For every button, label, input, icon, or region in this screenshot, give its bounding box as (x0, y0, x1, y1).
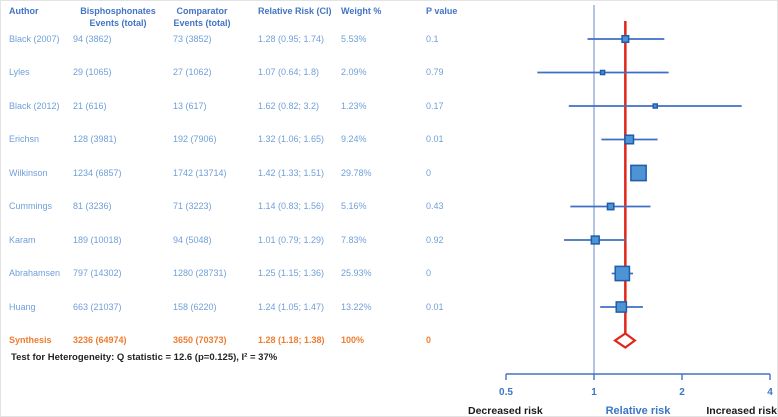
effect-size-marker (615, 301, 628, 313)
cell-author: Black (2012) (9, 100, 60, 111)
effect-size-marker (621, 34, 630, 44)
column-header-weight: Weight % (341, 6, 382, 16)
cell-p: 0.43 (426, 201, 444, 211)
effect-size-marker (606, 202, 615, 211)
cell-comp: 1280 (28731) (173, 268, 227, 278)
cell-bis: 29 (1065) (73, 67, 112, 77)
column-header-p: P value (426, 6, 458, 16)
cell-weight: 7.83% (341, 234, 367, 245)
axis-tick-label: 1 (591, 387, 597, 398)
cell-author: Abrahamsen (9, 268, 61, 278)
cell-comp: 73 (3852) (173, 33, 212, 44)
cell-p: 0.1 (426, 33, 439, 44)
cell-comp: 27 (1062) (173, 67, 212, 77)
cell-bis: 81 (3236) (73, 201, 112, 211)
cell-p: 0 (426, 268, 432, 278)
cell-author: Cummings (9, 201, 53, 211)
relative-risk-axis-label: Relative risk (606, 405, 672, 417)
cell-comp: 158 (6220) (173, 301, 217, 312)
axis-tick-label: 2 (679, 387, 685, 398)
cell-bis: 94 (3862) (73, 33, 112, 44)
effect-size-marker (652, 103, 658, 109)
cell-author: Lyles (9, 67, 30, 77)
table-row: Huang 663 (21037) 158 (6220) 1.24 (1.05; 1.… (1, 300, 471, 315)
effect-size-marker (599, 69, 606, 76)
column-header-bis: Bisphosphonates Events (total) (80, 6, 156, 28)
axis-tick-label: 4 (767, 387, 773, 398)
cell-rr: 1.32 (1.06; 1.65) (258, 134, 325, 144)
cell-rr: 1.07 (0.64; 1.8) (258, 67, 320, 77)
effect-size-marker (624, 134, 635, 145)
cell-p: 0.01 (426, 134, 444, 144)
cell-rr: 1.28 (1.18; 1.38) (258, 335, 325, 345)
cell-rr: 1.25 (1.15; 1.36) (258, 268, 325, 278)
cell-rr: 1.01 (0.79; 1.29) (258, 234, 325, 245)
cell-comp: 94 (5048) (173, 234, 212, 245)
cell-weight: 9.24% (341, 134, 367, 144)
cell-bis: 128 (3981) (73, 134, 117, 144)
cell-author: Erichsn (9, 134, 40, 144)
cell-comp: 13 (617) (173, 100, 207, 111)
synthesis-diamond (613, 332, 637, 349)
table-row: Abrahamsen 797 (14302) 1280 (28731) 1.25 (1… (1, 266, 471, 281)
heterogeneity-footnote: Test for Heterogeneity: Q statistic = 12… (11, 352, 278, 363)
effect-size-marker (590, 235, 600, 245)
cell-comp: 71 (3223) (173, 201, 212, 211)
table-row: Lyles 29 (1065) 27 (1062) 1.07 (0.64; 1.8) 2… (1, 65, 471, 80)
column-header-author: Author (9, 6, 39, 16)
cell-p: 0.01 (426, 301, 444, 312)
cell-author: Wilkinson (9, 167, 48, 178)
cell-bis: 663 (21037) (73, 301, 122, 312)
table-row: Erichsn 128 (3981) 192 (7906) 1.32 (1.06; 1… (1, 132, 471, 147)
cell-weight: 25.93% (341, 268, 372, 278)
cell-p: 0 (426, 335, 432, 345)
axis-tick-label: 0.5 (499, 387, 513, 398)
table-row: Karam 189 (10018) 94 (5048) 1.01 (0.79; 1.2… (1, 233, 471, 248)
cell-author: Huang (9, 301, 36, 312)
cell-bis: 1234 (6857) (73, 167, 122, 178)
cell-p: 0.92 (426, 234, 444, 245)
cell-bis: 21 (616) (73, 100, 107, 111)
cell-rr: 1.62 (0.82; 3.2) (258, 100, 320, 111)
cell-weight: 5.16% (341, 201, 367, 211)
cell-comp: 1742 (13714) (173, 167, 227, 178)
decreased-risk-label: Decreased risk (468, 405, 543, 417)
cell-p: 0.79 (426, 67, 444, 77)
cell-author: Karam (9, 234, 36, 245)
effect-size-marker (630, 164, 647, 182)
effect-size-marker (614, 265, 631, 282)
table-row: Black (2007) 94 (3862) 73 (3852) 1.28 (0.95… (1, 32, 471, 47)
cell-weight: 13.22% (341, 301, 372, 312)
study-table: Author Bisphosphonates Events (total) Compa… (1, 1, 471, 416)
cell-weight: 29.78% (341, 167, 372, 178)
cell-rr: 1.42 (1.33; 1.51) (258, 167, 325, 178)
cell-weight: 5.53% (341, 33, 367, 44)
cell-author: Black (2007) (9, 33, 60, 44)
cell-rr: 1.28 (0.95; 1.74) (258, 33, 325, 44)
cell-weight: 100% (341, 335, 365, 345)
table-row: Black (2012) 21 (616) 13 (617) 1.62 (0.82; … (1, 99, 471, 114)
cell-rr: 1.14 (0.83; 1.56) (258, 201, 325, 211)
cell-bis: 797 (14302) (73, 268, 122, 278)
cell-rr: 1.24 (1.05; 1.47) (258, 301, 325, 312)
cell-weight: 1.23% (341, 100, 367, 111)
cell-comp: 192 (7906) (173, 134, 217, 144)
cell-comp: 3650 (70373) (173, 335, 227, 345)
column-header-rr: Relative Risk (CI) (258, 6, 332, 16)
synthesis-row: Synthesis 3236 (64974) 3650 (70373) 1.28 (1… (1, 333, 471, 348)
table-row: Wilkinson 1234 (6857) 1742 (13714) 1.42 (1.… (1, 166, 471, 181)
cell-author: Synthesis (9, 335, 52, 345)
cell-p: 0 (426, 167, 432, 178)
cell-bis: 189 (10018) (73, 234, 122, 245)
increased-risk-label: Increased risk (706, 405, 777, 417)
cell-weight: 2.09% (341, 67, 367, 77)
cell-p: 0.17 (426, 100, 444, 111)
cell-bis: 3236 (64974) (73, 335, 127, 345)
table-row: Cummings 81 (3236) 71 (3223) 1.14 (0.83; 1.… (1, 199, 471, 214)
column-header-comp: Comparator Events (total) (173, 6, 231, 28)
